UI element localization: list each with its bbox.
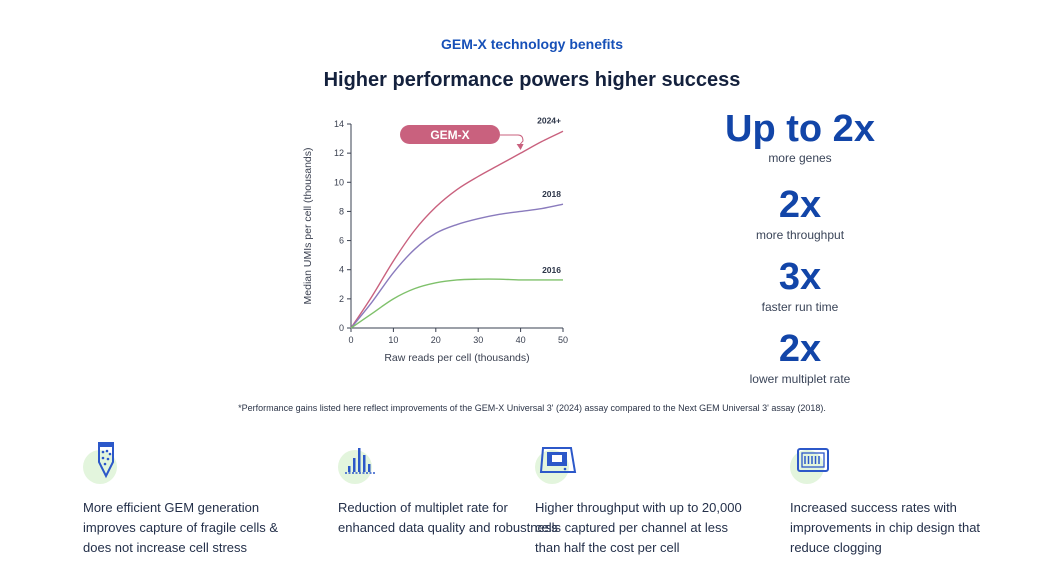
stat-value: Up to 2x: [725, 108, 875, 150]
y-tick-label: 0: [339, 323, 344, 333]
gem-x-arrow: [500, 134, 524, 146]
droplet-tube-icon: [98, 442, 114, 479]
stat-value: 2x: [778, 184, 822, 226]
stat-label: faster run time: [761, 300, 839, 314]
gem-x-arrowhead: [516, 143, 524, 150]
y-tick-label: 2: [339, 294, 344, 304]
umi-line-chart: 0 2 4 6 8 10 12 14 0 10 20 30 40 50 Raw reads per cell…: [302, 115, 568, 364]
gem-x-badge-label: GEM-X: [430, 128, 469, 142]
x-tick-label: 50: [558, 335, 568, 345]
y-tick-label: 10: [334, 177, 344, 187]
x-tick-label: 0: [348, 335, 353, 345]
feature-text: Reduction of multiplet rate for enhanced…: [338, 500, 558, 535]
x-tick-label: 40: [516, 335, 526, 345]
stat-label: more genes: [768, 151, 832, 165]
stat-value: 3x: [778, 256, 822, 298]
series-line-2018: [350, 203, 564, 329]
stat-label: more throughput: [755, 228, 845, 242]
page-title: Higher performance powers higher success: [323, 69, 741, 91]
series-line-2024+: [350, 130, 564, 329]
feature-gem-generation: More efficient GEM generation improves c…: [83, 440, 303, 558]
footnote: *Performance gains listed here reflect i…: [238, 403, 826, 413]
feature-text: Higher throughput with up to 20,000 cell…: [535, 500, 742, 555]
bar-chart-icon: [345, 448, 376, 474]
gem-x-badge: [400, 125, 500, 144]
feature-text: Increased success rates with improvement…: [790, 500, 981, 555]
feature-chip-design: Increased success rates with improvement…: [790, 440, 1010, 558]
stat-more-genes: Up to 2x more genes: [700, 110, 900, 168]
feature-multiplet-rate: Reduction of multiplet rate for enhanced…: [338, 440, 558, 538]
stats-panel: Up to 2x more genes 2x more throughput 3…: [700, 110, 900, 386]
series-label: 2018: [542, 189, 561, 199]
stat-more-throughput: 2x more throughput: [700, 168, 900, 242]
stat-faster-run-time: 3x faster run time: [700, 240, 900, 314]
x-tick-label: 30: [473, 335, 483, 345]
chip-icon: [797, 448, 829, 472]
instrument-icon: [539, 447, 577, 473]
y-tick-label: 4: [339, 265, 344, 275]
x-axis-title: Raw reads per cell (thousands): [384, 352, 529, 364]
y-tick-label: 14: [334, 119, 344, 129]
feature-throughput: Higher throughput with up to 20,000 cell…: [535, 440, 755, 558]
y-tick-label: 6: [339, 236, 344, 246]
series-label: 2016: [542, 265, 561, 275]
series-label: 2024+: [537, 115, 561, 125]
y-tick-label: 8: [339, 206, 344, 216]
y-axis-title: Median UMIs per cell (thousands): [302, 148, 314, 305]
feature-text: More efficient GEM generation improves c…: [83, 500, 279, 555]
x-tick-label: 10: [388, 335, 398, 345]
stat-value: 2x: [778, 328, 822, 370]
stat-lower-multiplet: 2x lower multiplet rate: [700, 312, 900, 386]
stat-label: lower multiplet rate: [749, 372, 851, 386]
eyebrow-title: GEM-X technology benefits: [440, 36, 623, 52]
x-tick-label: 20: [431, 335, 441, 345]
series-line-2016: [350, 278, 564, 329]
y-tick-label: 12: [334, 148, 344, 158]
